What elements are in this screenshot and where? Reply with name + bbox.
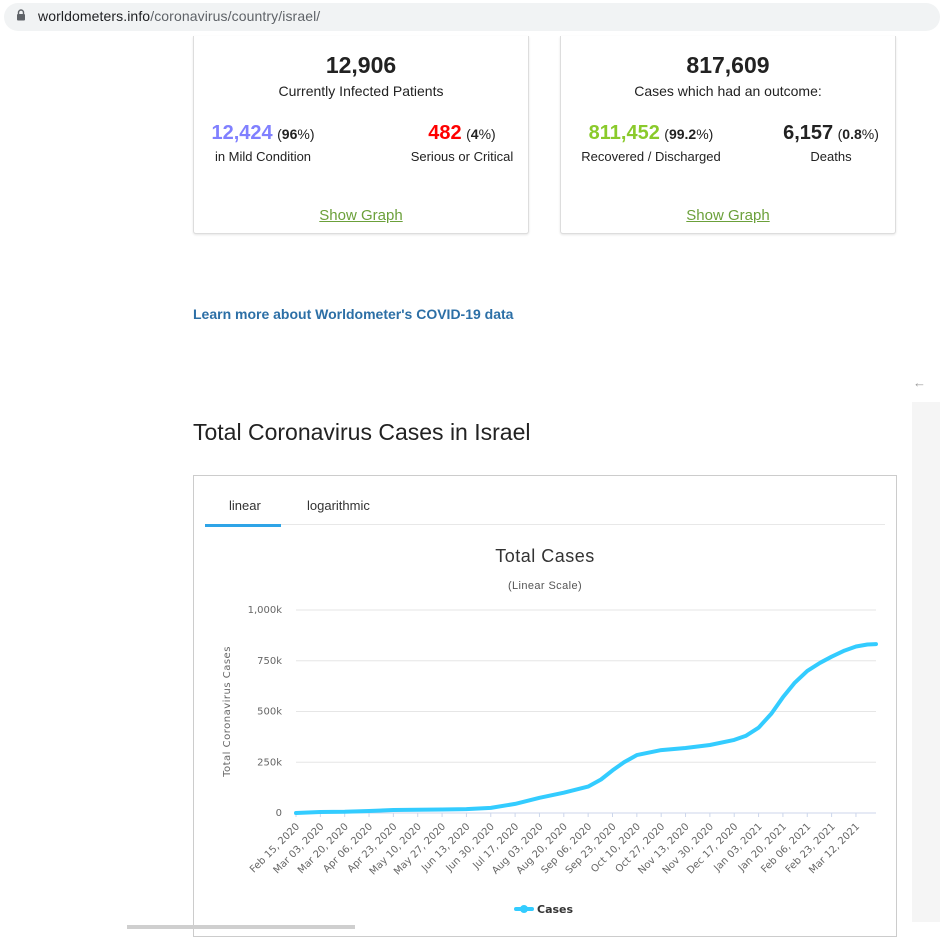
side-panel-strip <box>912 402 940 922</box>
mild-condition-pct: (96%) <box>277 126 315 142</box>
url-text[interactable]: worldometers.info/coronavirus/country/is… <box>38 8 320 24</box>
y-axis-label: Total Coronavirus Cases <box>222 646 233 778</box>
legend-marker <box>520 905 528 913</box>
closed-cases-total: 817,609 <box>686 52 770 78</box>
legend-label: Cases <box>537 903 574 916</box>
url-domain: worldometers.info <box>38 8 151 24</box>
recovered-count: 811,452 <box>588 122 660 144</box>
deaths-count: 6,157 <box>783 122 834 144</box>
closed-cases-card: 817,609 Cases which had an outcome: 811,… <box>560 36 896 234</box>
line-chart: 0 250k 500k 750k 1,000k Total Coronavirus Cas… <box>222 605 878 916</box>
y-tick-label: 0 <box>276 808 282 819</box>
browser-address-bar[interactable]: worldometers.info/coronavirus/country/is… <box>0 0 940 35</box>
y-tick-label: 250k <box>257 757 282 768</box>
active-cases-show-graph-link[interactable]: Show Graph <box>319 207 403 224</box>
chart-container: linear logarithmic Total Cases (Linear S… <box>193 475 897 937</box>
deaths-pct: (0.8%) <box>837 126 879 142</box>
section-title: Total Coronavirus Cases in Israel <box>193 419 531 445</box>
y-tick-label: 750k <box>257 656 282 667</box>
cases-series-line <box>294 642 878 815</box>
mild-condition-stat: 12,424 (96%) in Mild Condition <box>208 122 318 164</box>
closed-cases-label: Cases which had an outcome: <box>634 83 822 99</box>
active-cases-card: 12,906 Currently Infected Patients 12,42… <box>193 36 529 234</box>
active-tab-indicator <box>205 524 281 527</box>
serious-critical-pct: (4%) <box>466 126 496 142</box>
closed-cases-show-graph-link[interactable]: Show Graph <box>686 207 770 224</box>
deaths-stat: 6,157 (0.8%) Deaths <box>775 122 887 164</box>
recovered-stat: 811,452 (99.2%) Recovered / Discharged <box>571 122 731 164</box>
y-tick-label: 1,000k <box>248 605 283 616</box>
arrow-left-icon[interactable]: ← <box>913 375 926 390</box>
mild-condition-count: 12,424 <box>211 122 273 144</box>
chart-subtitle: (Linear Scale) <box>507 580 583 592</box>
serious-critical-stat: 482 (4%) Serious or Critical <box>406 122 518 164</box>
url-path: /coronavirus/country/israel/ <box>150 8 321 24</box>
y-tick-label: 500k <box>257 707 282 718</box>
active-cases-label: Currently Infected Patients <box>278 83 444 99</box>
serious-critical-label: Serious or Critical <box>410 149 514 164</box>
tab-linear[interactable]: linear <box>229 498 261 513</box>
serious-critical-count: 482 <box>428 122 462 144</box>
url-pill[interactable] <box>4 3 940 31</box>
lock-icon[interactable] <box>16 9 26 21</box>
tab-divider <box>205 524 885 525</box>
horizontal-scrollbar[interactable] <box>127 925 355 929</box>
mild-condition-label: in Mild Condition <box>214 149 312 164</box>
deaths-label: Deaths <box>810 149 852 164</box>
learn-more-link[interactable]: Learn more about Worldometer's COVID-19 … <box>193 306 514 322</box>
chart-title: Total Cases <box>495 546 595 566</box>
recovered-pct: (99.2%) <box>664 126 714 142</box>
tab-logarithmic[interactable]: logarithmic <box>307 498 370 513</box>
recovered-label: Recovered / Discharged <box>581 149 721 164</box>
active-cases-total: 12,906 <box>325 52 397 78</box>
